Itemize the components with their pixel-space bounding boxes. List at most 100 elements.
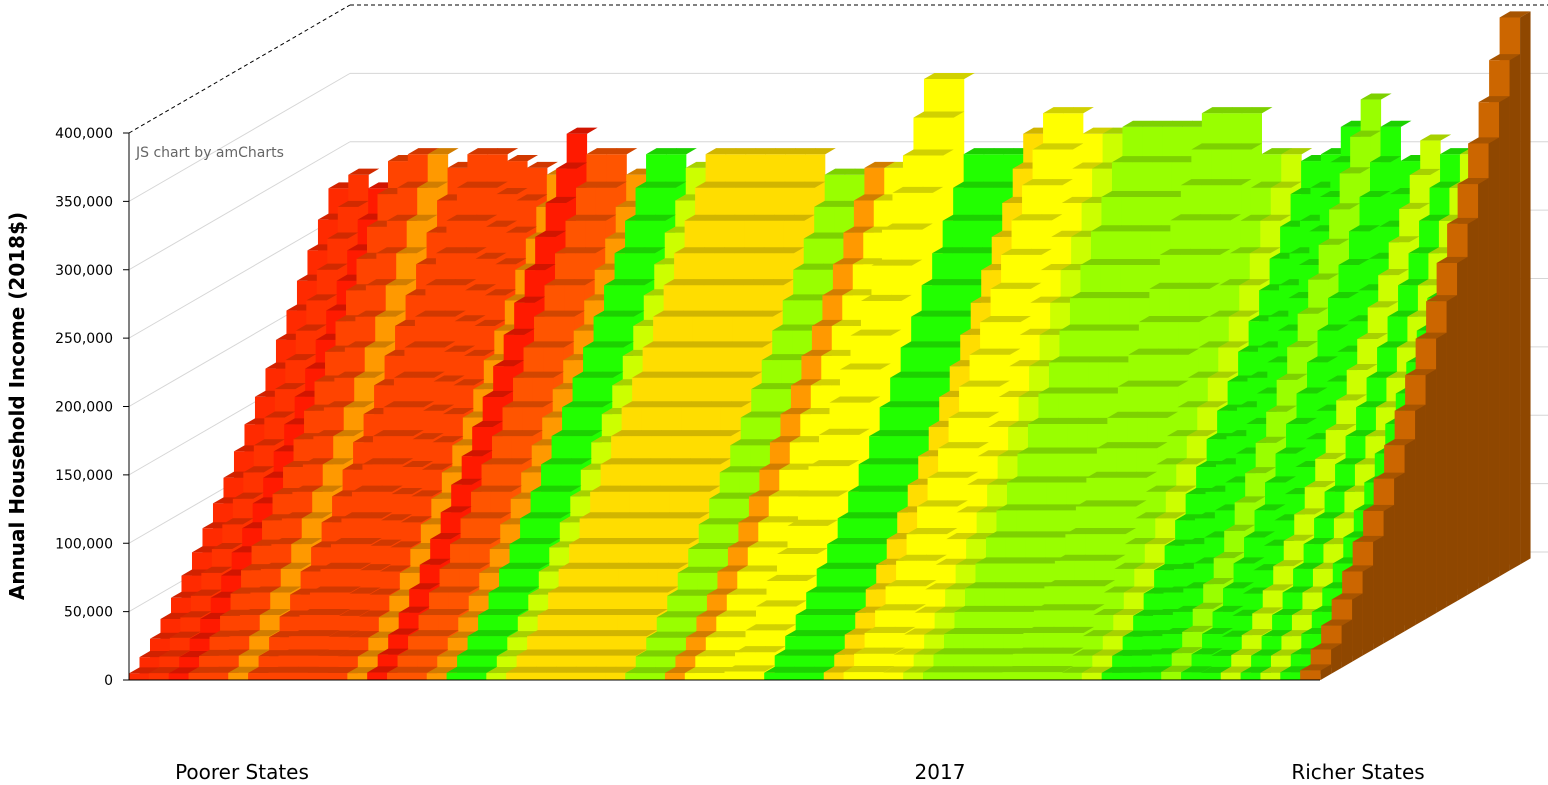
bar-top [1002, 666, 1034, 673]
bar-top [635, 181, 667, 188]
bar-top [526, 666, 557, 673]
bar-top [1241, 107, 1273, 114]
bar-top [409, 583, 441, 590]
bar-side [1457, 256, 1468, 601]
bar-top [230, 587, 262, 594]
bar-top [708, 542, 740, 550]
bar-face [982, 672, 1003, 680]
bar-side [1425, 369, 1437, 620]
bar-top [517, 610, 549, 617]
bar-top [211, 542, 243, 550]
bar-top [539, 512, 571, 519]
bar-top [472, 420, 504, 428]
bar-face [307, 672, 329, 680]
grid-diagonal-6 [128, 141, 351, 271]
bar-top [716, 610, 748, 617]
bar-top [943, 627, 975, 635]
bar-top [1105, 528, 1137, 535]
bar-top [649, 485, 681, 492]
bar-top [1342, 565, 1374, 572]
bar-top [1123, 586, 1155, 593]
bar-top [385, 279, 417, 286]
bar-face [367, 672, 388, 680]
bar-top [426, 667, 458, 674]
bar-top [818, 428, 850, 435]
bar-top [625, 214, 657, 221]
bar-top [388, 628, 420, 635]
bar-top [556, 649, 588, 656]
bar-top [659, 512, 690, 519]
bar-top [1260, 214, 1292, 221]
bar-top [681, 401, 713, 408]
bar-top [976, 506, 1008, 513]
bar-top [1124, 538, 1156, 545]
bar-top [358, 610, 390, 617]
bar-top [800, 408, 832, 415]
bar-top [365, 279, 397, 286]
bar-top [460, 512, 492, 519]
bar-top [932, 247, 964, 254]
bar-top [1005, 531, 1037, 538]
bar-top [630, 430, 662, 437]
bar-top [1079, 324, 1111, 331]
bar-top [1200, 179, 1232, 186]
bar-top [535, 230, 567, 237]
bar-top [551, 430, 583, 437]
bar-top [1112, 649, 1144, 656]
bar-top [1095, 500, 1127, 507]
bar-top [1162, 627, 1194, 635]
bar-top [1218, 341, 1250, 348]
bar-top [344, 341, 376, 348]
bar-top [1240, 214, 1272, 221]
bar-top [476, 181, 508, 188]
bar-top [620, 458, 652, 465]
bar-top [920, 341, 952, 348]
bar-top [492, 430, 523, 437]
bar-top [765, 148, 797, 155]
bar-top [776, 547, 808, 555]
bar-top [891, 259, 923, 266]
bar-top [348, 168, 380, 175]
bar-top [471, 485, 502, 492]
bar-top [1231, 648, 1263, 655]
bar-top [713, 247, 745, 254]
bar-top [1054, 554, 1086, 561]
bar-top [1164, 539, 1196, 546]
bar-top [465, 284, 497, 291]
bar-top [507, 631, 539, 638]
bar-top [340, 562, 372, 569]
bar-top [604, 279, 636, 286]
bar-top [695, 181, 727, 188]
bar-top [1063, 626, 1095, 633]
bar-top [1030, 296, 1062, 303]
bar-top [1096, 442, 1128, 449]
bar-top [651, 371, 683, 378]
bar-top [1009, 360, 1041, 367]
bar-top [390, 541, 422, 548]
bar-top [666, 631, 698, 638]
bar-top [1177, 401, 1209, 408]
bar-top [316, 263, 348, 270]
bar-top [636, 608, 668, 616]
bar-top [588, 538, 620, 545]
bar-top [1120, 258, 1152, 266]
chart-credit[interactable]: JS chart by amCharts [135, 145, 284, 161]
bar-top [1069, 292, 1101, 299]
bar-top [1367, 301, 1399, 308]
bar-face [347, 673, 368, 680]
grid-diagonal-7 [128, 72, 351, 202]
bar-top [1190, 214, 1222, 221]
bar-top [827, 538, 859, 545]
bar-top [170, 591, 202, 598]
bar-top [628, 538, 660, 545]
bar-top [875, 604, 907, 611]
bar-top [453, 379, 485, 386]
bar-top [1270, 649, 1302, 656]
bar-top [689, 485, 721, 492]
bar-top [698, 518, 730, 525]
bar-top [973, 648, 1005, 655]
bar-top [571, 430, 603, 437]
bar-top [457, 649, 489, 656]
bar-top [369, 588, 401, 595]
bar-top [901, 223, 933, 230]
